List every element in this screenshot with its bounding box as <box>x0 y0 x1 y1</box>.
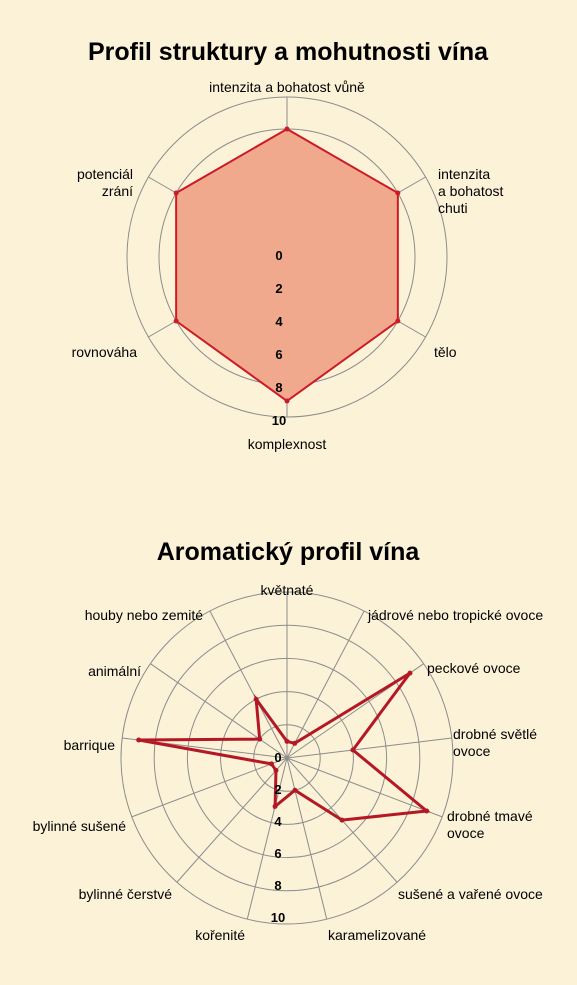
category-label: karamelizované <box>328 927 426 943</box>
tick-label: 0 <box>275 248 282 263</box>
category-label: barrique <box>64 737 116 753</box>
data-point <box>407 670 413 676</box>
data-point <box>284 126 290 132</box>
category-label: houby nebo zemité <box>85 607 204 623</box>
category-label: sušené a vařené ovoce <box>398 886 543 902</box>
data-point <box>273 767 279 773</box>
category-label: animální <box>88 663 141 679</box>
data-point <box>350 747 356 753</box>
data-point <box>173 190 179 196</box>
data-point <box>268 761 274 767</box>
tick-label: 10 <box>272 413 286 428</box>
radar-chart-aroma: Aromatický profil vína 0 2 4 6 8 10 květnaté já… <box>33 538 544 943</box>
category-label: komplexnost <box>248 436 327 452</box>
data-point <box>292 740 298 746</box>
tick-label: 2 <box>274 782 281 797</box>
axis-spoke <box>286 610 365 759</box>
data-point <box>424 808 430 814</box>
tick-label: 2 <box>275 281 282 296</box>
data-point <box>284 398 290 404</box>
category-label: rovnováha <box>72 344 138 360</box>
data-point <box>253 696 259 702</box>
data-point <box>257 736 263 742</box>
tick-label: 8 <box>274 878 281 893</box>
category-label: bylinné sušené <box>33 818 127 834</box>
data-point <box>292 787 298 793</box>
tick-label: 10 <box>271 910 285 925</box>
data-point <box>272 803 278 809</box>
data-point <box>395 190 401 196</box>
category-label: bylinné čerstvé <box>79 886 173 902</box>
radar-chart-structure: Profil struktury a mohutnosti vína 0 2 4 6 8… <box>72 38 504 452</box>
tick-label: 6 <box>274 846 281 861</box>
axis-spoke <box>246 757 288 920</box>
category-label: drobné tmavé ovoce <box>447 808 533 841</box>
data-point <box>284 738 290 744</box>
data-point <box>173 318 179 324</box>
category-label: peckové ovoce <box>427 660 521 676</box>
category-label: kořenité <box>195 927 245 943</box>
category-label: drobné světlé ovoce <box>453 726 537 759</box>
tick-label: 8 <box>275 380 282 395</box>
category-label: tělo <box>434 344 457 360</box>
category-label: jádrové nebo tropické ovoce <box>367 607 543 623</box>
data-series-polygon <box>138 671 431 822</box>
data-series-polygon <box>175 127 399 403</box>
data-point <box>339 817 345 823</box>
tick-label: 4 <box>274 814 282 829</box>
category-label: potenciál zrání <box>77 166 133 199</box>
chart-title: Profil struktury a mohutnosti vína <box>88 38 489 66</box>
axis-spoke <box>176 757 288 883</box>
category-label: intenzita a bohatost vůně <box>209 79 365 95</box>
axis-spoke <box>286 757 328 920</box>
category-label: intenzita a bohatost chuti <box>438 166 503 216</box>
axis-spoke <box>286 757 443 818</box>
axis-spoke <box>286 737 452 759</box>
tick-label: 4 <box>275 314 283 329</box>
axis-spoke <box>131 757 288 818</box>
axis-spoke <box>150 663 288 759</box>
data-point <box>136 737 142 743</box>
data-point <box>395 318 401 324</box>
category-label: květnaté <box>261 582 314 598</box>
axis-spoke <box>209 610 288 759</box>
chart-title: Aromatický profil vína <box>157 538 421 566</box>
tick-label: 0 <box>274 750 281 765</box>
tick-label: 6 <box>275 347 282 362</box>
